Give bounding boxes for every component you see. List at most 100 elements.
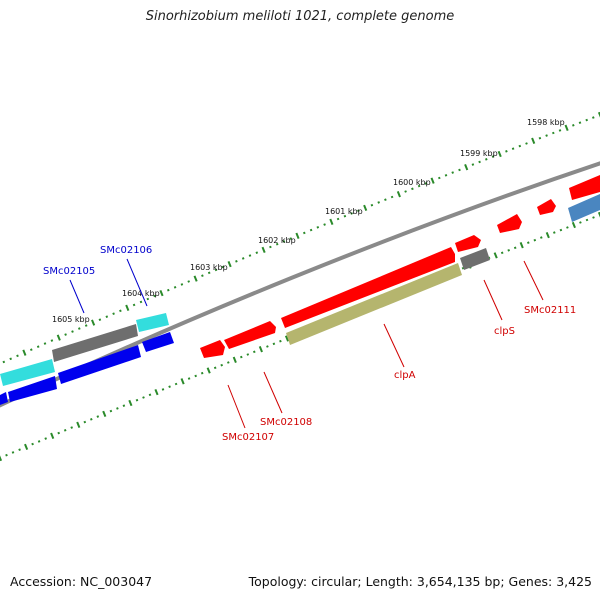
outer-ruler-dot (289, 237, 293, 240)
inner-ruler-tick (206, 367, 211, 374)
outer-ruler-dot (139, 300, 143, 304)
outer-ruler-tick (396, 191, 401, 198)
ruler-label-1603: 1603 kbp (190, 263, 228, 272)
inner-ruler-tick (24, 443, 29, 451)
gene-reverse-blue-3[interactable] (142, 332, 174, 352)
inner-ruler-dot (266, 345, 269, 348)
gene-clpa-forward[interactable] (281, 247, 455, 328)
leader-lines (69, 258, 544, 429)
outer-ruler-tick (193, 275, 198, 282)
accession-text: Accession: NC_003047 (10, 574, 153, 589)
forward-strand-genes (0, 175, 600, 386)
outer-ruler-dot (132, 303, 136, 307)
leader-smc02105 (69, 279, 85, 314)
gene-smc02105[interactable] (52, 324, 138, 362)
gene-clps[interactable] (460, 248, 490, 270)
outer-ruler-dot (417, 184, 421, 188)
outer-ruler-dot (180, 283, 184, 286)
outer-ruler-tick (22, 349, 27, 356)
inner-ruler-tick (258, 346, 263, 353)
gene-forward-left-cyan[interactable] (0, 359, 55, 386)
label-clps[interactable]: clpS (494, 326, 515, 337)
inner-ruler-tick (545, 231, 550, 239)
inner-ruler-tick (128, 399, 133, 407)
inner-ruler-dot (116, 407, 119, 410)
ruler-label-1600: 1600 kbp (393, 178, 431, 187)
outer-ruler-dot (187, 280, 191, 283)
gene-reverse-blue-1[interactable] (8, 376, 57, 402)
outer-ruler-dot (491, 155, 495, 158)
inner-ruler-dot (559, 228, 563, 232)
outer-ruler-tick (597, 111, 600, 119)
outer-ruler-dot (275, 242, 279, 246)
outer-ruler-tick (125, 304, 130, 311)
inner-ruler-tick (76, 421, 81, 428)
outer-ruler-dot (471, 163, 475, 166)
gene-reverse-blue-edge[interactable] (0, 392, 8, 405)
outer-ruler-dot (248, 254, 252, 257)
outer-ruler-dot (84, 324, 88, 327)
inner-ruler-dot (44, 437, 48, 440)
inner-ruler-tick (232, 356, 237, 363)
outer-ruler-dot (411, 187, 414, 191)
outer-ruler-dot (43, 342, 47, 345)
inner-ruler-tick (571, 221, 576, 229)
label-smc02108[interactable]: SMc02108 (260, 417, 312, 428)
outer-ruler-dot (2, 360, 6, 364)
ruler-label-1605: 1605 kbp (52, 315, 90, 324)
gene-steel-edge[interactable] (568, 194, 600, 222)
inner-ruler-dot (5, 453, 8, 457)
label-smc02105[interactable]: SMc02105 (43, 266, 95, 277)
outer-ruler-dot (36, 345, 40, 349)
label-smc02111[interactable]: SMc02111 (524, 305, 576, 316)
outer-ruler-dot (316, 225, 320, 229)
outer-ruler-dot (424, 182, 428, 185)
inner-ruler-tick (284, 335, 290, 342)
leader-clpa (383, 323, 405, 368)
outer-ruler-tick (329, 218, 334, 225)
gene-red-small-2[interactable] (497, 214, 522, 233)
outer-ruler-dot (119, 309, 122, 313)
inner-ruler-tick (102, 410, 107, 418)
inner-ruler-dot (585, 218, 589, 222)
leader-smc02111 (523, 260, 544, 301)
outer-ruler-dot (538, 136, 542, 140)
inner-ruler-dot (31, 442, 34, 446)
ruler-label-1601: 1601 kbp (325, 207, 363, 216)
outer-ruler-dot (309, 228, 313, 232)
label-smc02106[interactable]: SMc02106 (100, 245, 152, 256)
gene-smc02106[interactable] (136, 313, 169, 332)
ruler-label-1602: 1602 kbp (258, 236, 296, 245)
inner-ruler-dot (135, 398, 139, 402)
gene-red-small-3[interactable] (537, 199, 556, 215)
inner-ruler-dot (513, 246, 517, 250)
outer-ruler-dot (282, 240, 286, 243)
inner-ruler-dot (142, 396, 145, 399)
outer-ruler-dot (444, 173, 448, 177)
inner-ruler-dot (148, 393, 152, 397)
label-smc02107[interactable]: SMc02107 (222, 432, 274, 443)
inner-ruler-dot (213, 366, 217, 370)
outer-ruler-tick (56, 334, 61, 341)
gene-smc02108[interactable] (224, 321, 276, 349)
leader-smc02107 (227, 384, 246, 429)
inner-ruler-dot (83, 420, 87, 424)
outer-ruler-dot (384, 198, 387, 202)
outer-ruler-dot (235, 259, 238, 263)
inner-ruler-dot (272, 342, 276, 346)
gene-red-small-1[interactable] (455, 235, 481, 252)
outer-ruler-tick (464, 164, 469, 171)
inner-ruler-dot (161, 388, 165, 391)
inner-ruler-dot (57, 431, 61, 435)
outer-ruler-dot (571, 123, 575, 127)
inner-ruler-dot (226, 361, 230, 364)
outer-ruler-tick (564, 124, 569, 131)
label-clpa[interactable]: clpA (394, 370, 416, 381)
outer-ruler-dot (241, 257, 245, 260)
gene-smc02107[interactable] (200, 340, 225, 358)
gene-reverse-blue-2[interactable] (58, 345, 141, 384)
gene-red-edge[interactable] (569, 175, 600, 200)
gene-clpa[interactable] (286, 263, 462, 345)
outer-ruler-dot (9, 357, 13, 361)
